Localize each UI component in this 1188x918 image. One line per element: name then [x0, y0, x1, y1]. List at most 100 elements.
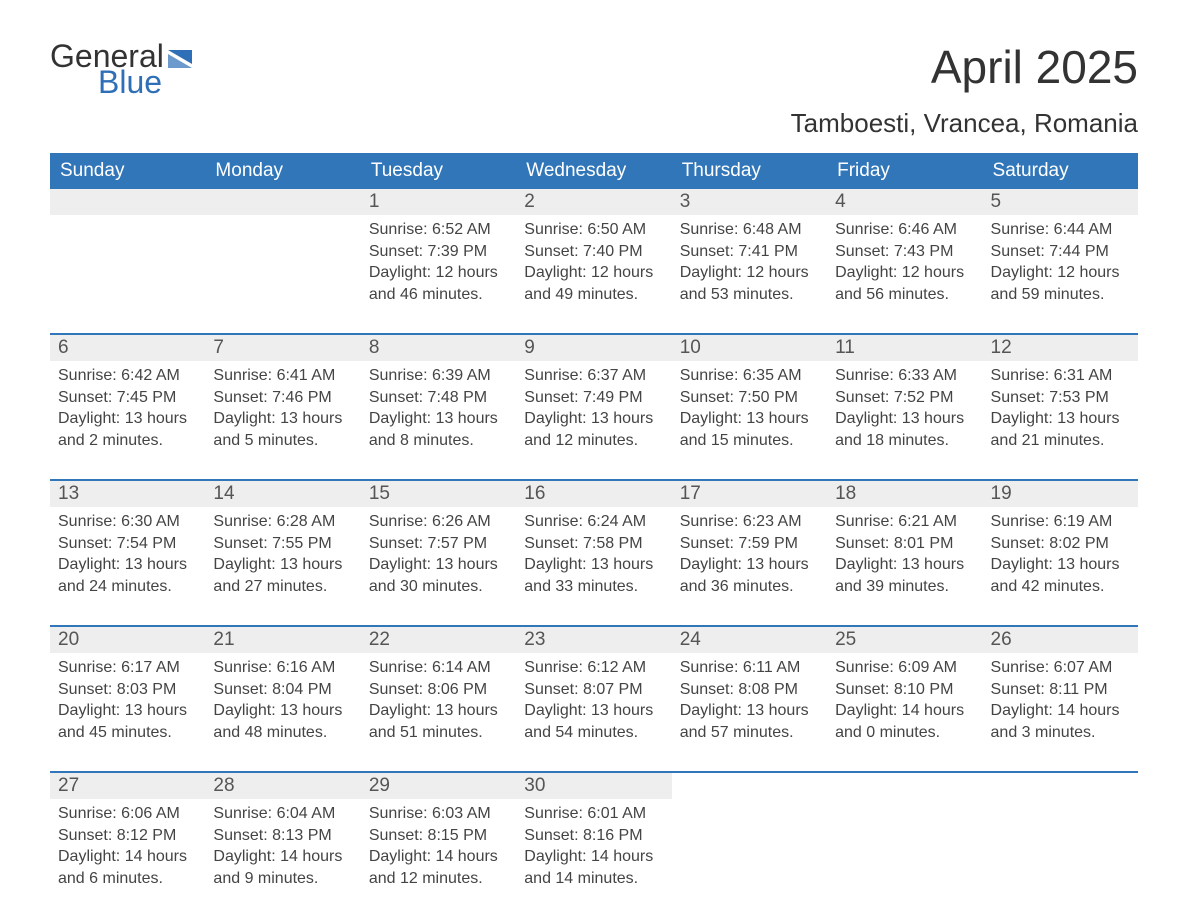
day-cell: 26Sunrise: 6:07 AMSunset: 8:11 PMDayligh… [983, 627, 1138, 753]
day-number: 26 [983, 627, 1138, 653]
daylight-b-text: and 27 minutes. [213, 576, 352, 598]
sunrise-text: Sunrise: 6:04 AM [213, 803, 352, 825]
daylight-b-text: and 5 minutes. [213, 430, 352, 452]
sunrise-text: Sunrise: 6:21 AM [835, 511, 974, 533]
daylight-b-text: and 51 minutes. [369, 722, 508, 744]
day-number: 19 [983, 481, 1138, 507]
day-cell: 8Sunrise: 6:39 AMSunset: 7:48 PMDaylight… [361, 335, 516, 461]
sunset-text: Sunset: 7:57 PM [369, 533, 508, 555]
day-number: 1 [361, 189, 516, 215]
day-details: Sunrise: 6:37 AMSunset: 7:49 PMDaylight:… [516, 361, 671, 455]
daylight-b-text: and 18 minutes. [835, 430, 974, 452]
day-number: 22 [361, 627, 516, 653]
sunrise-text: Sunrise: 6:06 AM [58, 803, 197, 825]
sunrise-text: Sunrise: 6:17 AM [58, 657, 197, 679]
sunrise-text: Sunrise: 6:44 AM [991, 219, 1130, 241]
day-number: 28 [205, 773, 360, 799]
daylight-b-text: and 54 minutes. [524, 722, 663, 744]
sunrise-text: Sunrise: 6:31 AM [991, 365, 1130, 387]
daylight-a-text: Daylight: 14 hours [524, 846, 663, 868]
day-number: 5 [983, 189, 1138, 215]
day-number: 16 [516, 481, 671, 507]
sunset-text: Sunset: 7:48 PM [369, 387, 508, 409]
sunset-text: Sunset: 8:16 PM [524, 825, 663, 847]
day-details: Sunrise: 6:21 AMSunset: 8:01 PMDaylight:… [827, 507, 982, 601]
sunrise-text: Sunrise: 6:42 AM [58, 365, 197, 387]
day-details: Sunrise: 6:04 AMSunset: 8:13 PMDaylight:… [205, 799, 360, 893]
sunset-text: Sunset: 7:45 PM [58, 387, 197, 409]
sunset-text: Sunset: 8:08 PM [680, 679, 819, 701]
sunset-text: Sunset: 7:54 PM [58, 533, 197, 555]
day-number: 24 [672, 627, 827, 653]
sunrise-text: Sunrise: 6:12 AM [524, 657, 663, 679]
day-cell: 6Sunrise: 6:42 AMSunset: 7:45 PMDaylight… [50, 335, 205, 461]
day-number: 14 [205, 481, 360, 507]
day-number: 9 [516, 335, 671, 361]
day-number: 17 [672, 481, 827, 507]
daylight-a-text: Daylight: 13 hours [680, 554, 819, 576]
day-details: Sunrise: 6:26 AMSunset: 7:57 PMDaylight:… [361, 507, 516, 601]
sunset-text: Sunset: 8:02 PM [991, 533, 1130, 555]
sunset-text: Sunset: 7:59 PM [680, 533, 819, 555]
day-number: 13 [50, 481, 205, 507]
daylight-b-text: and 53 minutes. [680, 284, 819, 306]
day-details: Sunrise: 6:24 AMSunset: 7:58 PMDaylight:… [516, 507, 671, 601]
sunset-text: Sunset: 7:49 PM [524, 387, 663, 409]
day-details: Sunrise: 6:19 AMSunset: 8:02 PMDaylight:… [983, 507, 1138, 601]
daylight-a-text: Daylight: 13 hours [524, 408, 663, 430]
day-details: Sunrise: 6:41 AMSunset: 7:46 PMDaylight:… [205, 361, 360, 455]
day-number: 25 [827, 627, 982, 653]
day-details: Sunrise: 6:30 AMSunset: 7:54 PMDaylight:… [50, 507, 205, 601]
daylight-a-text: Daylight: 13 hours [213, 700, 352, 722]
week-row: 13Sunrise: 6:30 AMSunset: 7:54 PMDayligh… [50, 479, 1138, 607]
sunset-text: Sunset: 7:58 PM [524, 533, 663, 555]
day-cell: 2Sunrise: 6:50 AMSunset: 7:40 PMDaylight… [516, 189, 671, 315]
day-cell: 30Sunrise: 6:01 AMSunset: 8:16 PMDayligh… [516, 773, 671, 899]
month-title: April 2025 [791, 40, 1138, 94]
day-details: Sunrise: 6:31 AMSunset: 7:53 PMDaylight:… [983, 361, 1138, 455]
daylight-a-text: Daylight: 14 hours [58, 846, 197, 868]
day-cell [983, 773, 1138, 899]
day-cell: 23Sunrise: 6:12 AMSunset: 8:07 PMDayligh… [516, 627, 671, 753]
sunset-text: Sunset: 7:52 PM [835, 387, 974, 409]
day-details: Sunrise: 6:14 AMSunset: 8:06 PMDaylight:… [361, 653, 516, 747]
day-cell: 20Sunrise: 6:17 AMSunset: 8:03 PMDayligh… [50, 627, 205, 753]
daylight-b-text: and 36 minutes. [680, 576, 819, 598]
sunset-text: Sunset: 7:46 PM [213, 387, 352, 409]
day-cell: 27Sunrise: 6:06 AMSunset: 8:12 PMDayligh… [50, 773, 205, 899]
day-details: Sunrise: 6:07 AMSunset: 8:11 PMDaylight:… [983, 653, 1138, 747]
day-details: Sunrise: 6:50 AMSunset: 7:40 PMDaylight:… [516, 215, 671, 309]
daylight-a-text: Daylight: 13 hours [835, 554, 974, 576]
daylight-a-text: Daylight: 13 hours [369, 554, 508, 576]
daylight-b-text: and 48 minutes. [213, 722, 352, 744]
daylight-b-text: and 30 minutes. [369, 576, 508, 598]
daylight-b-text: and 15 minutes. [680, 430, 819, 452]
daylight-b-text: and 33 minutes. [524, 576, 663, 598]
daylight-b-text: and 12 minutes. [369, 868, 508, 890]
day-number: 29 [361, 773, 516, 799]
sunset-text: Sunset: 8:12 PM [58, 825, 197, 847]
day-details: Sunrise: 6:52 AMSunset: 7:39 PMDaylight:… [361, 215, 516, 309]
day-number: 18 [827, 481, 982, 507]
daylight-b-text: and 59 minutes. [991, 284, 1130, 306]
week-row: 1Sunrise: 6:52 AMSunset: 7:39 PMDaylight… [50, 189, 1138, 315]
day-details: Sunrise: 6:33 AMSunset: 7:52 PMDaylight:… [827, 361, 982, 455]
sunset-text: Sunset: 8:11 PM [991, 679, 1130, 701]
day-number: 3 [672, 189, 827, 215]
day-number: 21 [205, 627, 360, 653]
day-cell: 9Sunrise: 6:37 AMSunset: 7:49 PMDaylight… [516, 335, 671, 461]
sunset-text: Sunset: 7:40 PM [524, 241, 663, 263]
day-cell: 4Sunrise: 6:46 AMSunset: 7:43 PMDaylight… [827, 189, 982, 315]
sunset-text: Sunset: 8:04 PM [213, 679, 352, 701]
day-cell: 3Sunrise: 6:48 AMSunset: 7:41 PMDaylight… [672, 189, 827, 315]
sunrise-text: Sunrise: 6:09 AM [835, 657, 974, 679]
day-details: Sunrise: 6:28 AMSunset: 7:55 PMDaylight:… [205, 507, 360, 601]
daylight-a-text: Daylight: 13 hours [213, 554, 352, 576]
day-cell: 16Sunrise: 6:24 AMSunset: 7:58 PMDayligh… [516, 481, 671, 607]
daylight-a-text: Daylight: 12 hours [680, 262, 819, 284]
sunrise-text: Sunrise: 6:11 AM [680, 657, 819, 679]
day-number: 7 [205, 335, 360, 361]
daylight-a-text: Daylight: 13 hours [680, 700, 819, 722]
daylight-b-text: and 8 minutes. [369, 430, 508, 452]
day-cell: 12Sunrise: 6:31 AMSunset: 7:53 PMDayligh… [983, 335, 1138, 461]
